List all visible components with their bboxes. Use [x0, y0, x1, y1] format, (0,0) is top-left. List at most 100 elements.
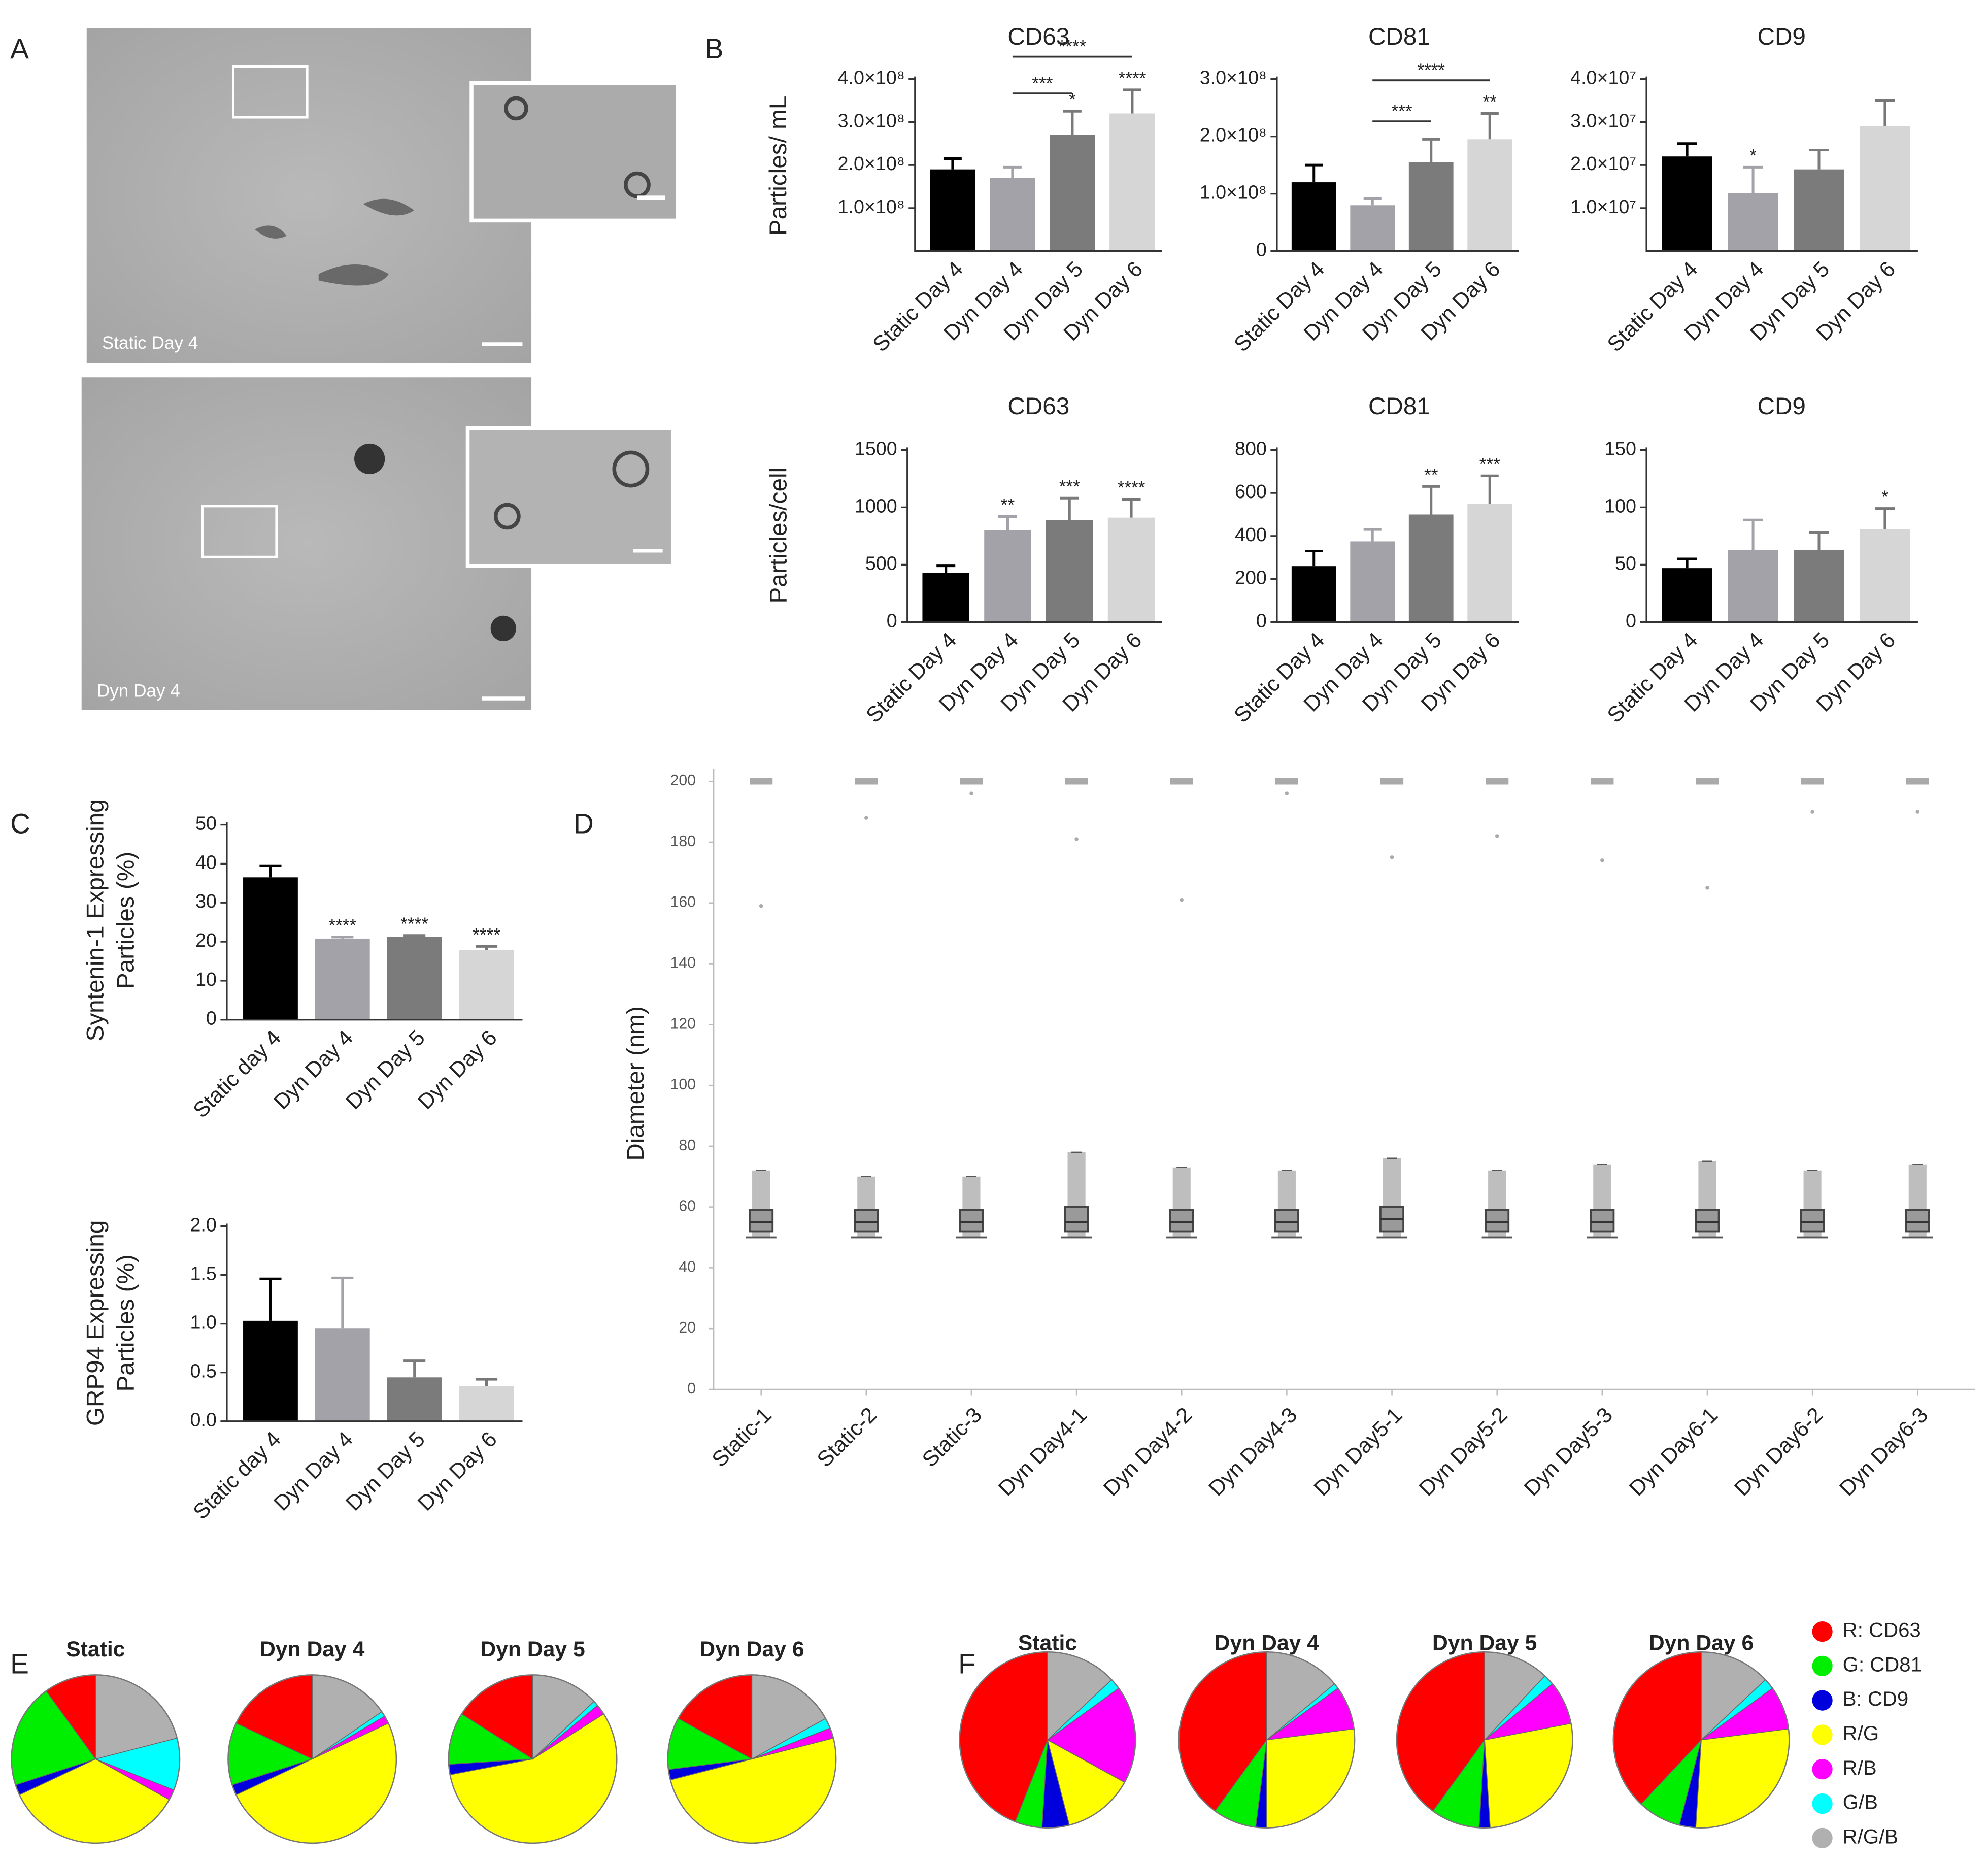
bar — [243, 877, 298, 1020]
capped-outliers — [1906, 778, 1929, 785]
micrograph-inset — [469, 81, 680, 223]
y-tick-label: 200 — [1235, 567, 1267, 588]
significance-label: ** — [1483, 92, 1497, 112]
legend-label: R/G/B — [1843, 1825, 1898, 1848]
y-tick-label: 100 — [1604, 495, 1636, 516]
y-tick-label: 4.0×10⁸ — [838, 67, 905, 88]
box — [1169, 1209, 1194, 1233]
capped-outliers — [1170, 778, 1193, 785]
y-tick-label: 20 — [679, 1319, 696, 1336]
y-axis-label: Syntenin-1 Expressing — [82, 799, 109, 1041]
pie-outline — [1396, 1651, 1573, 1829]
max-point — [1074, 837, 1079, 841]
max-point — [1915, 810, 1920, 814]
bar — [1794, 549, 1844, 622]
box — [1800, 1209, 1825, 1233]
panel-label: E — [10, 1648, 29, 1679]
bar — [1050, 135, 1095, 251]
pie-outline — [1612, 1651, 1790, 1829]
bar — [922, 573, 969, 622]
bar — [459, 1386, 514, 1421]
box — [1485, 1209, 1510, 1233]
y-axis-label: GRP94 Expressing — [82, 1220, 109, 1426]
micrograph-label: Dyn Day 4 — [97, 681, 180, 701]
y-tick-label: 40 — [679, 1258, 696, 1275]
y-axis-label: Particles (%) — [113, 1254, 140, 1391]
significance-label: **** — [1417, 60, 1445, 80]
chart-title: CD81 — [1368, 393, 1430, 420]
bar — [315, 938, 370, 1020]
box — [1905, 1209, 1930, 1233]
panel-label: F — [958, 1648, 975, 1679]
y-tick-label: 2.0 — [190, 1214, 216, 1235]
chart-title: CD63 — [1007, 23, 1069, 50]
pie-title: Dyn Day 4 — [1215, 1631, 1320, 1655]
bar — [990, 178, 1035, 251]
legend-label: G/B — [1843, 1791, 1878, 1814]
significance-label: ** — [1001, 495, 1015, 515]
capped-outliers — [1696, 778, 1719, 785]
y-tick-label: 40 — [195, 851, 217, 873]
bar — [1408, 514, 1454, 622]
y-tick-label: 2.0×10⁸ — [1200, 124, 1267, 146]
bar — [1107, 517, 1155, 622]
chart-title: CD81 — [1368, 23, 1430, 50]
bar — [1794, 169, 1844, 251]
y-tick-label: 0 — [1626, 610, 1636, 631]
capped-outliers — [1591, 778, 1614, 785]
significance-label: **** — [1118, 478, 1145, 498]
pie-outline — [1178, 1651, 1356, 1829]
bar — [1860, 529, 1910, 622]
y-tick-label: 1.0×10⁸ — [838, 196, 905, 217]
pie-outline — [448, 1674, 618, 1844]
panel-label: C — [10, 808, 30, 840]
micrograph-inset — [465, 426, 675, 568]
texture — [255, 198, 415, 286]
y-tick-label: 120 — [670, 1015, 696, 1032]
legend-swatch — [1812, 1724, 1833, 1745]
legend-swatch — [1812, 1827, 1833, 1848]
pie-outline — [227, 1674, 397, 1844]
max-point — [1810, 810, 1814, 814]
significance-label: ** — [1424, 466, 1438, 485]
chart-title: CD63 — [1007, 393, 1069, 420]
pie-title: Dyn Day 5 — [1432, 1631, 1537, 1655]
bar — [1728, 193, 1778, 251]
y-tick-label: 50 — [195, 813, 217, 834]
legend-swatch — [1812, 1759, 1833, 1780]
bar — [930, 169, 975, 251]
pie-outline — [959, 1651, 1136, 1829]
legend-label: B: CD9 — [1843, 1687, 1908, 1710]
significance-label: **** — [328, 916, 356, 936]
y-tick-label: 3.0×10⁷ — [1570, 110, 1636, 131]
bar — [387, 937, 442, 1020]
y-tick-label: 0 — [1256, 239, 1267, 260]
max-point — [1600, 858, 1604, 862]
bar — [1350, 541, 1395, 622]
y-tick-label: 60 — [679, 1198, 696, 1215]
box — [854, 1209, 879, 1233]
panel-label: B — [705, 33, 724, 64]
y-tick-label: 0 — [206, 1008, 217, 1029]
capped-outliers — [750, 778, 773, 785]
bar — [1467, 139, 1512, 251]
capped-outliers — [1486, 778, 1509, 785]
significance-label: **** — [473, 925, 500, 945]
bar — [1350, 205, 1395, 251]
y-tick-label: 30 — [195, 890, 217, 912]
y-tick-label: 1.0×10⁸ — [1200, 182, 1267, 203]
y-tick-label: 0 — [687, 1380, 696, 1397]
micrograph — [81, 377, 532, 710]
pie-outline — [11, 1674, 181, 1844]
pie-title: Dyn Day 4 — [260, 1637, 365, 1661]
max-point — [1495, 834, 1499, 838]
y-tick-label: 100 — [670, 1076, 696, 1093]
y-tick-label: 80 — [679, 1137, 696, 1154]
max-point — [759, 904, 763, 908]
bar — [1408, 162, 1454, 251]
y-tick-label: 0 — [1256, 610, 1267, 631]
pie-title: Dyn Day 6 — [699, 1637, 804, 1661]
y-tick-label: 1500 — [855, 438, 897, 459]
legend-swatch — [1812, 1690, 1833, 1711]
